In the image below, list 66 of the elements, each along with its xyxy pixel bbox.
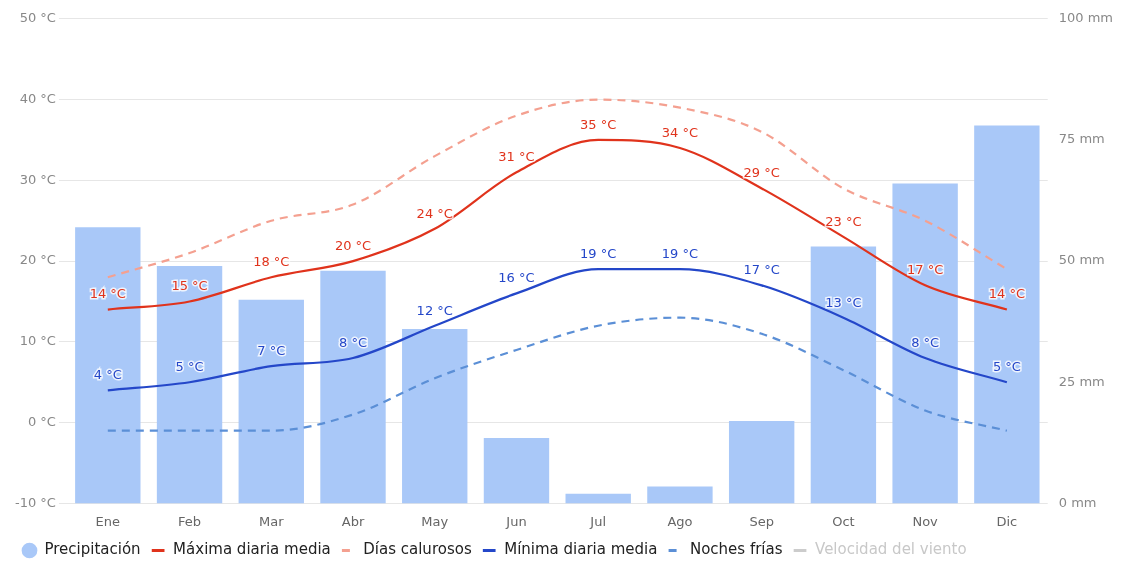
data-label: 15 °C [171,278,208,294]
x-tick-label: Ene [95,513,121,529]
x-tick-label: Abr [341,513,365,529]
bar [156,265,223,504]
legend-label: Mínima diaria media [504,540,658,559]
data-label: 4 °C [93,367,122,383]
data-label: 29 °C [743,165,780,181]
bar [402,328,468,504]
bar [320,270,386,504]
data-label: 16 °C [498,270,535,286]
bar [483,437,550,504]
data-label: 17 °C [743,262,780,278]
bar [892,183,958,504]
bar [238,299,304,504]
x-tick-label: Mar [259,513,285,529]
data-label: 17 °C [907,262,944,278]
data-label: 19 °C [661,246,699,262]
y2-tick-label: 25 mm [1058,373,1105,389]
x-tick-label: Feb [178,513,202,529]
x-tick-label: Dic [996,513,1018,529]
data-label: 20 °C [334,237,372,253]
bar [647,486,713,504]
x-tick-label: Jun [505,513,527,529]
data-label: 34 °C [661,124,699,140]
bar [75,227,141,504]
data-label: 14 °C [988,286,1025,302]
x-tick-label: Sep [749,513,774,529]
y2-tick-label: 75 mm [1058,131,1105,147]
legend-label: Máxima diaria media [173,540,331,559]
y-tick-label: 50 °C [19,10,56,26]
y-tick-label: 20 °C [19,252,56,268]
data-label: 14 °C [89,286,126,302]
y-tick-label: -10 °C [14,494,56,510]
y2-tick-label: 50 mm [1058,252,1105,268]
legend-label: Precipitación [44,540,141,559]
data-label: 5 °C [175,359,204,375]
data-label: 5 °C [992,359,1021,375]
data-label: 8 °C [339,334,367,350]
data-label: 24 °C [416,205,453,221]
data-label: 35 °C [580,116,617,132]
bar [974,125,1040,504]
data-label: 19 °C [580,246,617,262]
bar [728,421,795,504]
data-label: 13 °C [825,294,862,310]
x-tick-label: Oct [832,513,855,529]
x-tick-label: May [421,513,449,529]
y-tick-label: 10 °C [19,333,56,349]
data-label: 12 °C [416,302,453,318]
data-label: 31 °C [498,149,535,165]
y-tick-label: 0 °C [27,414,56,430]
y-tick-label: 40 °C [19,90,56,106]
data-label: 8 °C [911,334,940,350]
line-series [106,316,1008,432]
legend-label: Días calurosos [363,540,472,559]
y-tick-label: 30 °C [19,171,56,187]
x-tick-label: Jul [589,513,607,529]
bar [565,493,631,504]
y2-tick-label: 0 mm [1058,494,1097,510]
bar [810,246,877,504]
x-tick-label: Ago [667,513,693,529]
data-label: 18 °C [253,254,290,270]
data-label: 7 °C [257,342,286,358]
x-tick-label: Nov [912,513,939,529]
y2-tick-label: 100 mm [1058,10,1114,26]
data-label: 23 °C [825,213,862,229]
legend-label: Noches frías [689,540,783,559]
